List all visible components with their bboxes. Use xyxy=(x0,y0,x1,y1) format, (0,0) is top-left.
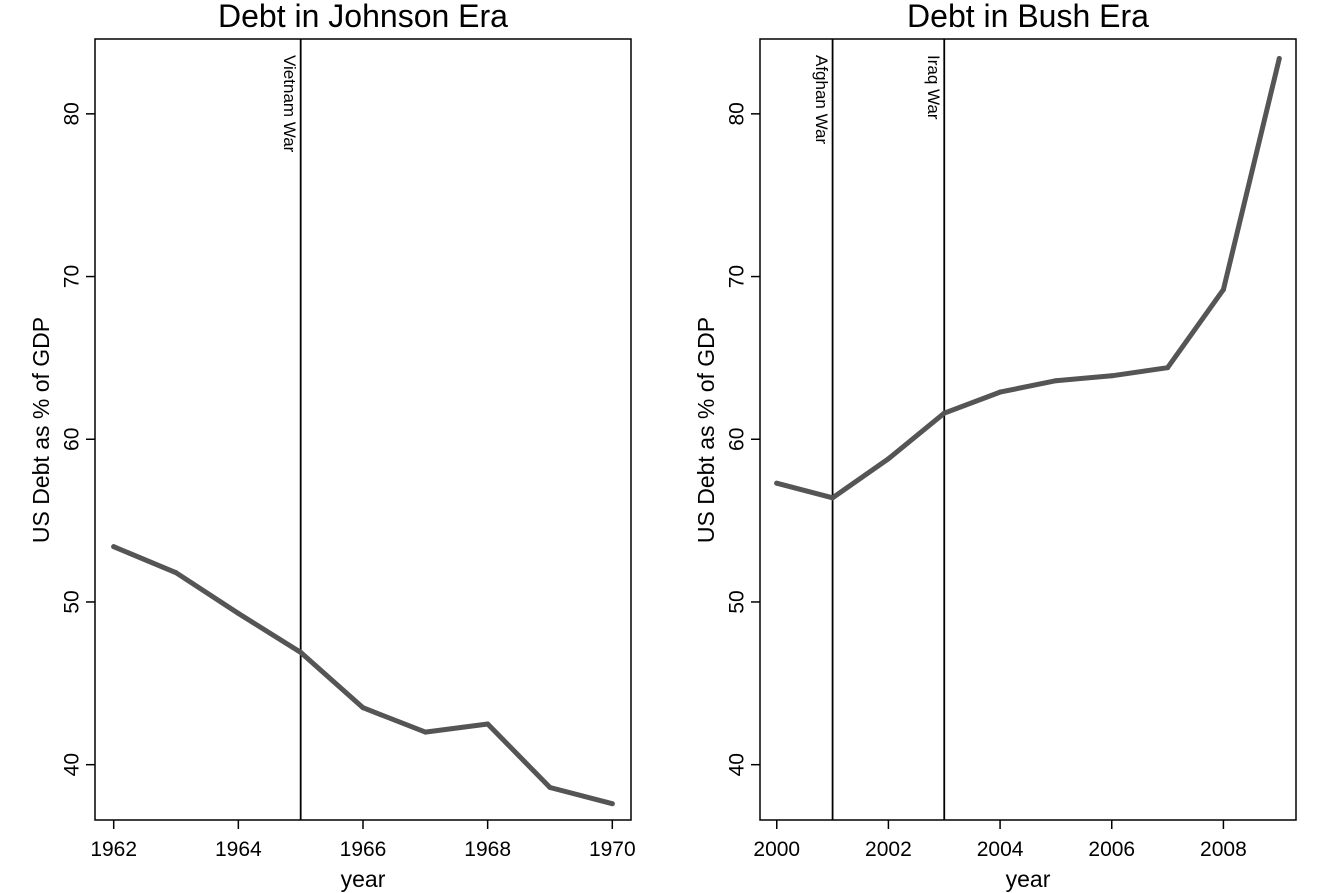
chart-0-data-point xyxy=(298,649,304,655)
chart-1-x-tick-label: 2002 xyxy=(865,838,912,861)
chart-1-y-tick-label: 80 xyxy=(726,102,749,125)
chart-0-data-point xyxy=(235,610,241,616)
chart-0-series-line xyxy=(111,544,615,807)
chart-0-data-point xyxy=(111,544,117,550)
chart-1-series-line xyxy=(774,56,1282,501)
chart-1-x-tick-label: 2000 xyxy=(753,838,800,861)
chart-1-y-axis-label: US Debt as % of GDP xyxy=(693,317,719,543)
chart-0-y-tick-label: 40 xyxy=(61,753,84,776)
chart-1-x-tick-label: 2006 xyxy=(1088,838,1135,861)
chart-0-title: Debt in Johnson Era xyxy=(218,0,508,34)
chart-1-data-point xyxy=(1053,378,1059,384)
chart-1-data-point xyxy=(941,410,947,416)
chart-0-event-label: Vietnam War xyxy=(280,55,299,153)
chart-0-y-tick-label: 80 xyxy=(61,102,84,125)
chart-0-y-tick-label: 60 xyxy=(61,428,84,451)
chart-1-event-label: Afghan War xyxy=(812,55,831,144)
chart-1-y-tick-label: 50 xyxy=(726,590,749,613)
chart-1-y-tick-label: 60 xyxy=(726,428,749,451)
chart-0-x-axis-label: year xyxy=(341,866,386,892)
chart-0-y-tick-label: 50 xyxy=(61,590,84,613)
chart-0-data-point xyxy=(422,729,428,735)
chart-1-data-point xyxy=(997,389,1003,395)
chart-1-data-point xyxy=(885,456,891,462)
chart-0-data-point xyxy=(547,784,553,790)
chart-1-title: Debt in Bush Era xyxy=(907,0,1149,34)
chart-1-event-label: Iraq War xyxy=(924,55,943,120)
bush-era-chart: Debt in Bush Era 40 50 60 70 80 2000 2002 2004 20… xyxy=(693,0,1297,892)
chart-1-x-tick-label: 2004 xyxy=(977,838,1024,861)
johnson-era-chart: Debt in Johnson Era 40 50 60 70 80 1962 1964 196… xyxy=(28,0,636,892)
chart-0-x-tick-label: 1962 xyxy=(90,838,137,861)
chart-0-plot-frame xyxy=(94,38,632,821)
chart-1-y-tick-label: 70 xyxy=(726,265,749,288)
chart-0-data-point xyxy=(360,705,366,711)
chart-1-x-tick-label: 2008 xyxy=(1200,838,1247,861)
chart-1-data-point xyxy=(830,495,836,501)
chart-1-data-point xyxy=(1276,56,1282,62)
chart-1-data-point xyxy=(1165,365,1171,371)
chart-0-y-axis-label: US Debt as % of GDP xyxy=(28,317,54,543)
chart-0-x-tick-label: 1970 xyxy=(589,838,636,861)
chart-0-x-tick-label: 1964 xyxy=(215,838,262,861)
chart-1-data-point xyxy=(1109,373,1115,379)
chart-0-x-tick-label: 1968 xyxy=(464,838,511,861)
chart-0-x-tick-label: 1966 xyxy=(340,838,387,861)
chart-1-plot-frame xyxy=(759,38,1297,821)
chart-1-y-tick-label: 40 xyxy=(726,753,749,776)
chart-0-y-tick-label: 70 xyxy=(61,265,84,288)
chart-0-data-point xyxy=(609,801,615,807)
chart-1-data-point xyxy=(774,480,780,486)
chart-0-data-point xyxy=(173,570,179,576)
chart-0-data-point xyxy=(485,721,491,727)
chart-1-x-axis-label: year xyxy=(1006,866,1051,892)
chart-1-data-point xyxy=(1220,287,1226,293)
